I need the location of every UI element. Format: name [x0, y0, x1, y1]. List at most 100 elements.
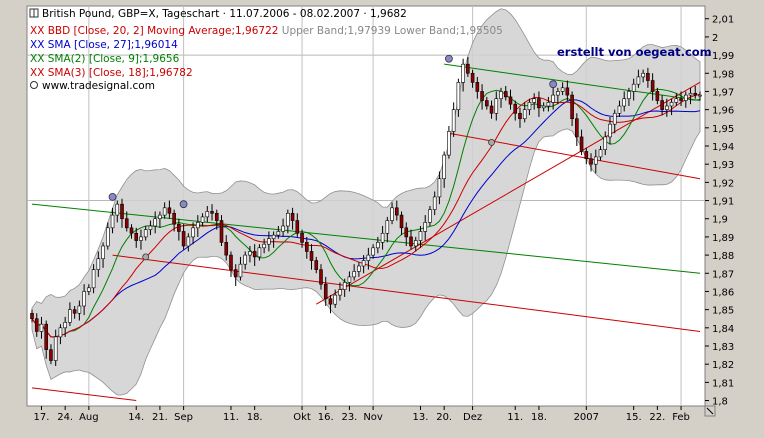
candle-down — [575, 118, 579, 138]
candle — [205, 206, 210, 223]
candle — [338, 282, 342, 301]
candle — [413, 236, 418, 252]
candle — [328, 295, 333, 314]
candle-up — [593, 156, 598, 165]
candle — [669, 98, 674, 116]
candle — [688, 87, 693, 105]
candle-up — [68, 309, 72, 323]
resize-corner-arrow — [706, 407, 714, 415]
candle-up — [153, 218, 157, 227]
candle — [352, 264, 356, 281]
candle — [522, 102, 527, 123]
candle — [30, 309, 34, 323]
candle-down — [589, 158, 593, 165]
candle-down — [518, 112, 522, 120]
x-tick-label: 23. — [341, 412, 357, 423]
candle — [418, 226, 423, 248]
candle-down — [224, 242, 229, 256]
sma9-line — [31, 88, 701, 338]
candle — [404, 222, 409, 246]
candle — [257, 244, 262, 261]
candle-up — [101, 245, 105, 260]
resize-corner — [704, 405, 716, 417]
candle — [342, 278, 347, 297]
candle — [304, 236, 309, 259]
candle-up — [139, 236, 143, 241]
y-tick-label: 1,96 — [712, 106, 734, 117]
globe-icon — [30, 81, 38, 89]
candle — [470, 69, 475, 88]
candle — [489, 100, 494, 119]
candle-up — [371, 247, 375, 256]
candle-up — [669, 102, 674, 107]
candle-up — [357, 265, 361, 272]
candle-up — [63, 322, 67, 329]
candle-down — [295, 220, 300, 234]
x-tick-label: 14. — [128, 412, 144, 423]
x-tick-label: Feb — [672, 412, 690, 423]
y-tick-label: 1,94 — [712, 142, 734, 153]
candle-up — [617, 105, 622, 114]
bollinger-band-fill — [31, 8, 701, 396]
candle — [385, 216, 390, 243]
candle-down — [399, 214, 404, 229]
x-tick-label: 17. — [34, 412, 50, 423]
candles — [30, 56, 702, 366]
candle — [603, 131, 608, 156]
candle — [660, 95, 664, 116]
candle — [238, 256, 243, 281]
candle-down — [129, 227, 134, 234]
candle — [560, 82, 565, 96]
candle — [347, 271, 352, 292]
candle-up — [238, 263, 243, 278]
candle-up — [58, 327, 63, 338]
pivot-markers — [108, 54, 558, 261]
candle — [683, 91, 688, 108]
candle-down — [219, 220, 224, 243]
candle-down — [134, 232, 139, 241]
candle — [503, 86, 508, 101]
candle — [693, 86, 698, 99]
candle — [172, 209, 176, 232]
candle — [636, 69, 641, 88]
candle-up — [622, 98, 626, 107]
candle-up — [39, 323, 44, 332]
candle — [139, 229, 143, 250]
x-tick-label: 20. — [436, 412, 452, 423]
candle-down — [508, 96, 513, 105]
y-tick-label: 1,99 — [712, 51, 734, 62]
candle-down — [584, 151, 589, 160]
candle — [58, 324, 63, 345]
candle-up — [333, 294, 338, 305]
candle — [518, 107, 522, 128]
candle — [376, 236, 380, 254]
x-tick-label: 24. — [57, 412, 73, 423]
x-tick-label: 21. — [152, 412, 168, 423]
candle-down — [319, 269, 323, 285]
x-tick-label: Dez — [463, 412, 482, 423]
candle-up — [186, 236, 191, 247]
pivot-marker — [445, 54, 453, 63]
candle — [650, 73, 655, 101]
x-tick-label: Sep — [174, 412, 193, 423]
candle — [608, 116, 612, 145]
candle — [129, 224, 134, 239]
candle — [87, 284, 91, 296]
candle-down — [172, 212, 176, 225]
candle-up — [148, 225, 153, 230]
y-tick-label: 1,93 — [712, 160, 734, 171]
candle — [286, 209, 290, 234]
candle — [148, 220, 153, 236]
candle-up — [286, 212, 290, 227]
candle-up — [248, 251, 252, 256]
candle — [224, 235, 229, 261]
candle-up — [456, 82, 461, 110]
candle-up — [698, 94, 702, 97]
candle — [120, 198, 124, 228]
candle — [143, 226, 148, 241]
candle — [158, 211, 162, 228]
candle — [447, 126, 451, 159]
candle — [698, 91, 702, 101]
candle-down — [300, 232, 304, 243]
candle-up — [390, 207, 394, 221]
